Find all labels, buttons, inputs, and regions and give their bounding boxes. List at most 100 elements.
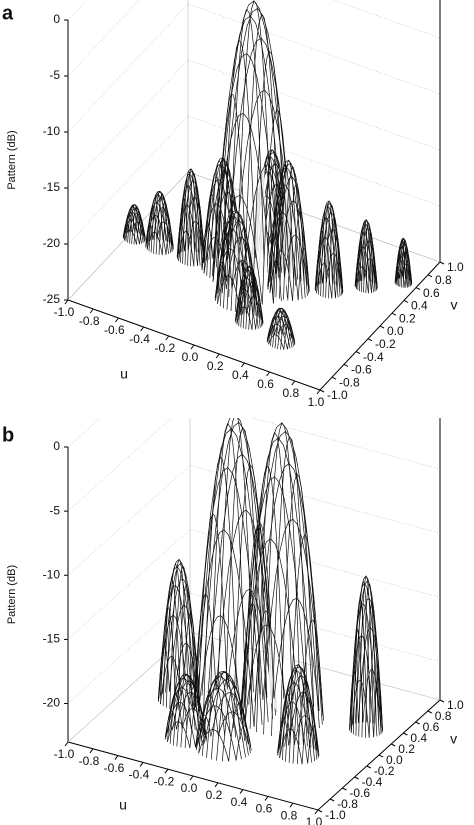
lobe-mesh	[277, 664, 320, 765]
mesh-line	[252, 50, 286, 305]
x-tick-label: 0.4	[232, 368, 249, 382]
mesh-line	[156, 221, 173, 245]
lobe-fill	[360, 576, 372, 738]
mesh-line	[216, 418, 254, 726]
mesh-line	[228, 702, 249, 762]
y-tick	[391, 312, 397, 316]
mesh-line	[198, 671, 249, 756]
mesh-line	[284, 234, 308, 286]
mesh-line	[362, 668, 382, 728]
mesh-line	[209, 422, 246, 723]
y-tick-label: 0.2	[399, 311, 416, 325]
y-tick	[390, 743, 396, 747]
mesh-line	[399, 251, 412, 284]
mesh-line	[307, 725, 320, 764]
x-tick-label: -0.6	[104, 323, 125, 337]
mesh-line	[174, 642, 198, 698]
mesh-line	[216, 675, 241, 761]
x-tick	[289, 802, 294, 808]
y-tick	[427, 274, 433, 278]
z-tick-label: -15	[43, 632, 61, 646]
y-tick-label: -0.2	[375, 337, 396, 351]
x-tick-label: -0.4	[129, 332, 150, 346]
grid-line	[67, 465, 441, 576]
x-tick	[140, 326, 145, 332]
x-tick	[240, 362, 245, 368]
panel-a: 0-5-10-15-20-25-1.0-0.8-0.6-0.4-0.20.00.…	[6, 0, 464, 409]
mesh-line	[245, 164, 292, 274]
z-tick-label: -15	[43, 180, 61, 194]
mesh-line	[228, 8, 265, 298]
y-tick	[319, 389, 325, 393]
lobe-mesh	[211, 0, 297, 305]
lobe-mesh	[193, 418, 278, 729]
mesh-line	[165, 230, 174, 255]
y-tick-label: -0.4	[363, 350, 384, 364]
x-tick-label: 0.4	[231, 795, 248, 809]
mesh-line	[401, 263, 412, 282]
x-tick	[64, 741, 69, 747]
wall-edge	[67, 418, 441, 811]
y-tick	[415, 287, 421, 291]
mesh-line	[325, 252, 342, 289]
x-tick-label: -0.6	[104, 761, 125, 775]
mesh-line	[373, 677, 383, 738]
lobe-mesh	[176, 168, 206, 267]
x-tick-label: -0.8	[79, 754, 100, 768]
x-tick	[164, 768, 169, 774]
x-tick-label: 0.0	[182, 350, 199, 364]
x-tick	[89, 748, 94, 754]
mesh-line	[123, 204, 145, 242]
lobe-mesh	[354, 219, 378, 294]
y-tick	[378, 754, 384, 758]
lobe-mesh	[314, 200, 344, 299]
mesh-line	[360, 240, 378, 287]
x-tick-label: 0.6	[257, 377, 274, 391]
x-tick	[239, 789, 244, 794]
grid-line	[67, 529, 441, 640]
y-tick	[343, 363, 349, 367]
mesh-line	[216, 210, 256, 307]
x-tick	[190, 344, 195, 350]
mesh-line	[187, 220, 204, 257]
y-tick-label: 1.0	[447, 260, 464, 274]
mesh-line	[368, 633, 382, 738]
mesh-line	[242, 281, 264, 322]
mesh-line	[322, 229, 344, 291]
mesh-line	[230, 215, 249, 312]
mesh-line	[169, 604, 200, 700]
y-tick	[355, 351, 361, 355]
lobe-mesh	[394, 237, 413, 288]
z-tick-label: -5	[49, 68, 60, 82]
y-tick	[342, 787, 347, 791]
mesh-line	[225, 236, 257, 300]
lobe-fill	[239, 1, 269, 305]
mesh-line	[201, 672, 251, 754]
x-tick-label: 0.2	[206, 788, 223, 802]
z-tick-label: 0	[53, 12, 60, 26]
y-tick-label: -0.8	[339, 375, 360, 389]
y-tick-label: 0.8	[435, 273, 452, 287]
mesh-line	[277, 309, 290, 350]
z-tick-label: -20	[43, 696, 61, 710]
mesh-line	[217, 711, 249, 744]
y-tick	[367, 338, 373, 342]
mesh-line	[128, 213, 146, 239]
z-tick-label: 0	[53, 439, 60, 453]
y-tick-label: 0.0	[387, 324, 404, 338]
y-tick	[331, 376, 337, 380]
y-tick-label: 0.8	[435, 709, 452, 723]
x-tick	[89, 308, 94, 314]
lobe-mesh	[267, 159, 310, 301]
mesh-line	[182, 612, 198, 711]
x-tick-label: 1.0	[308, 395, 325, 409]
mesh-line	[235, 725, 252, 761]
z-axis-label: Pattern (dB)	[6, 565, 18, 624]
mesh-line	[131, 221, 145, 237]
y-tick-label: 1.0	[447, 698, 464, 712]
mesh-line	[358, 626, 383, 730]
mesh-line	[288, 691, 320, 754]
mesh-line	[226, 588, 273, 702]
panel-letter: a	[2, 2, 14, 24]
